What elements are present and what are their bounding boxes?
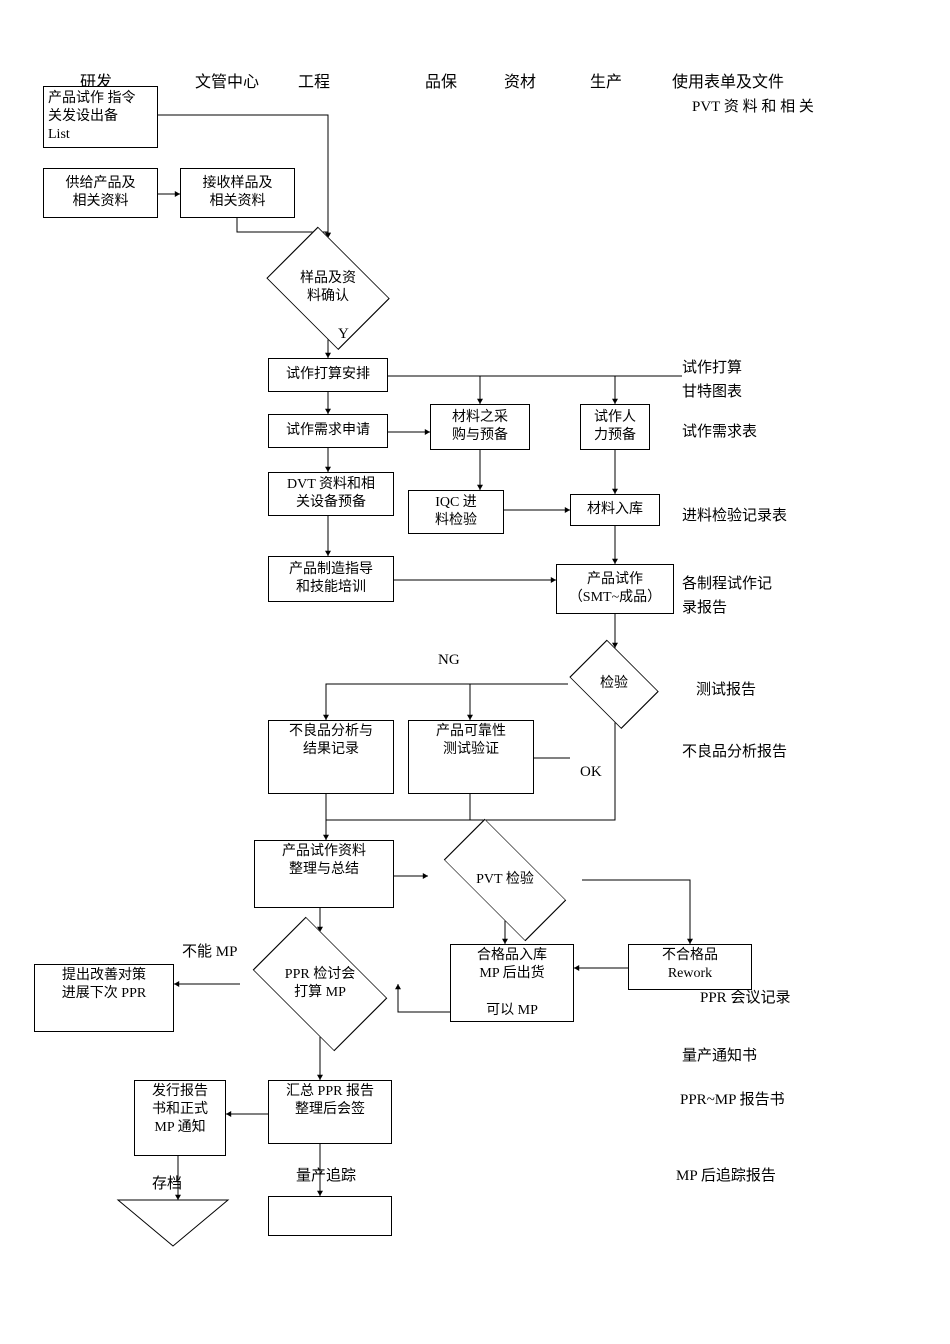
annotation-text: MP 后追踪报告	[676, 1164, 776, 1185]
annotation-text: 不良品分析报告	[682, 740, 787, 761]
column-header: 工程	[298, 68, 330, 92]
diamond-label: PPR 检讨会打算 MP	[285, 966, 355, 1002]
process-box: 产品可靠性测试验证	[408, 720, 534, 794]
process-box: 发行报告书和正式MP 通知	[134, 1080, 226, 1156]
annotation-text: Y	[338, 326, 349, 343]
terminator-triangle	[118, 1200, 228, 1246]
decision-diamond: PPR 检讨会打算 MP	[240, 932, 400, 1036]
process-box: 不良品分析与结果记录	[268, 720, 394, 794]
edge	[582, 880, 690, 944]
diamond-label: 样品及资料确认	[300, 270, 356, 306]
edge	[398, 984, 450, 1012]
process-box: DVT 资料和相关设备预备	[268, 472, 394, 516]
process-box: 合格品入库MP 后出货可以 MP	[450, 944, 574, 1022]
process-box: 试作打算安排	[268, 358, 388, 392]
process-box: IQC 进料检验	[408, 490, 504, 534]
process-box: 产品试作（SMT~成品）	[556, 564, 674, 614]
process-box: 试作需求申请	[268, 414, 388, 448]
process-box: 试作人力预备	[580, 404, 650, 450]
column-header: 文管中心	[195, 68, 259, 92]
decision-diamond: 检验	[564, 648, 664, 720]
process-box: 产品试作 指令关发设出备List	[43, 86, 158, 148]
diamond-label: PVT 检验	[476, 871, 534, 889]
annotation-text: 量产追踪	[296, 1164, 356, 1185]
process-box	[268, 1196, 392, 1236]
annotation-text: 试作打算	[682, 356, 742, 377]
annotation-text: 量产通知书	[682, 1044, 757, 1065]
annotation-text: PPR~MP 报告书	[680, 1088, 785, 1109]
process-box: 供给产品及相关资料	[43, 168, 158, 218]
annotation-text: NG	[438, 652, 460, 669]
annotation-text: 不能 MP	[182, 940, 237, 961]
annotation-text: 测试报告	[696, 678, 756, 699]
process-box: 提出改善对策进展下次 PPR	[34, 964, 174, 1032]
process-box: 接收样品及相关资料	[180, 168, 295, 218]
edge	[326, 684, 568, 720]
annotation-text: OK	[580, 764, 602, 781]
annotation-text: PPR 会议记录	[700, 986, 790, 1007]
process-box: 产品试作资料整理与总结	[254, 840, 394, 908]
annotation-text: 甘特图表	[682, 380, 742, 401]
process-box: 材料入库	[570, 494, 660, 526]
annotation-text: 存档	[152, 1172, 182, 1193]
process-box: 汇总 PPR 报告整理后会签	[268, 1080, 392, 1144]
diamond-label: 检验	[600, 675, 628, 693]
column-header: 使用表单及文件	[672, 68, 784, 92]
process-box: 材料之采购与预备	[430, 404, 530, 450]
decision-diamond: PVT 检验	[425, 840, 585, 920]
column-header: 生产	[590, 68, 622, 92]
annotation-text: 各制程试作记	[682, 572, 772, 593]
annotation-text: 录报告	[682, 596, 727, 617]
annotation-text: 试作需求表	[682, 420, 757, 441]
process-box: 不合格品Rework	[628, 944, 752, 990]
flowchart-canvas: 研发文管中心工程品保资材生产使用表单及文件产品试作 指令关发设出备List供给产…	[0, 0, 950, 1344]
annotation-text: 进料检验记录表	[682, 504, 787, 525]
annotation-text: PVT 资 料 和 相 关	[692, 95, 814, 116]
column-header: 品保	[425, 68, 457, 92]
decision-diamond: 样品及资料确认	[258, 238, 398, 338]
process-box: 产品制造指导和技能培训	[268, 556, 394, 602]
column-header: 资材	[504, 68, 536, 92]
